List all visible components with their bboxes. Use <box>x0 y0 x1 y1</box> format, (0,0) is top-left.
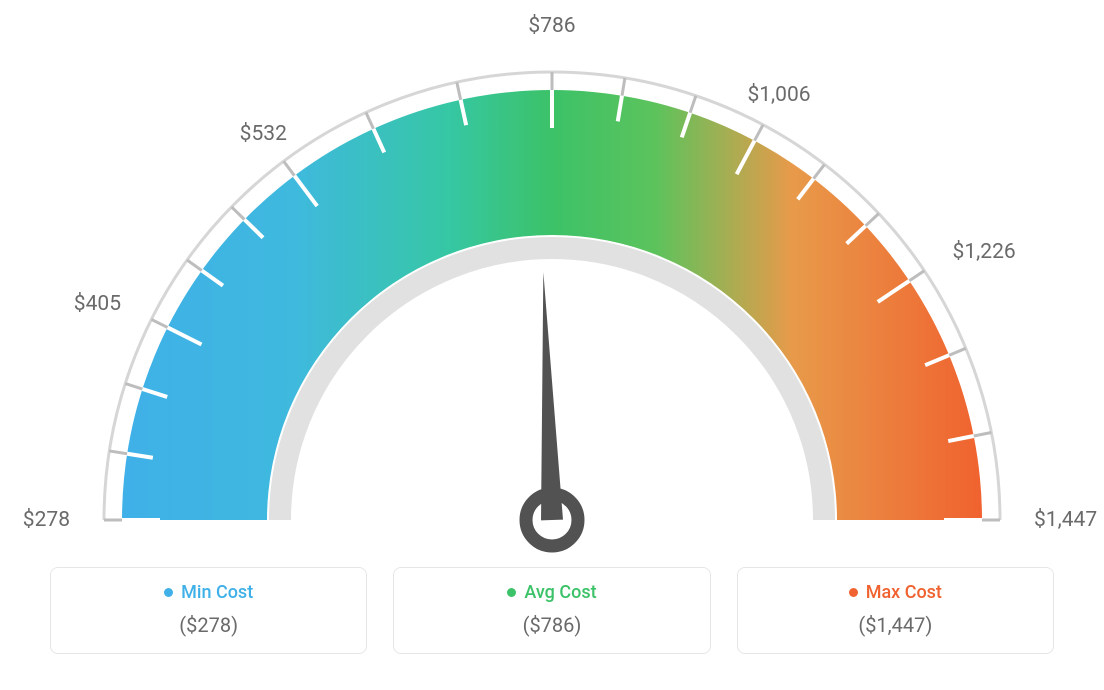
legend-dot-min <box>164 588 173 597</box>
gauge-tick-label: $1,006 <box>747 83 810 107</box>
gauge-svg <box>0 0 1104 560</box>
legend-label-min: Min Cost <box>181 582 253 603</box>
gauge-tick-label: $532 <box>240 122 287 146</box>
legend-value-min: ($278) <box>61 613 356 637</box>
legend-box-max: Max Cost ($1,447) <box>737 567 1054 654</box>
legend-box-min: Min Cost ($278) <box>50 567 367 654</box>
legend-label-max: Max Cost <box>866 582 942 603</box>
gauge-tick-label: $1,447 <box>1034 508 1097 532</box>
gauge-tick-label: $278 <box>23 508 70 532</box>
legend-title-avg: Avg Cost <box>507 582 596 603</box>
legend-box-avg: Avg Cost ($786) <box>393 567 710 654</box>
gauge-tick-label: $405 <box>74 292 121 316</box>
legend-dot-avg <box>507 588 516 597</box>
legend-title-max: Max Cost <box>849 582 942 603</box>
legend-value-avg: ($786) <box>404 613 699 637</box>
legend-title-min: Min Cost <box>164 582 253 603</box>
legend-row: Min Cost ($278) Avg Cost ($786) Max Cost… <box>50 567 1054 654</box>
gauge-tick-label: $786 <box>528 14 575 38</box>
gauge-tick-label: $1,226 <box>953 240 1016 264</box>
legend-dot-max <box>849 588 858 597</box>
gauge-chart: $278 $405 $532 $786 $1,006 $1,226 $1,447 <box>0 0 1104 560</box>
legend-label-avg: Avg Cost <box>524 582 596 603</box>
legend-value-max: ($1,447) <box>748 613 1043 637</box>
